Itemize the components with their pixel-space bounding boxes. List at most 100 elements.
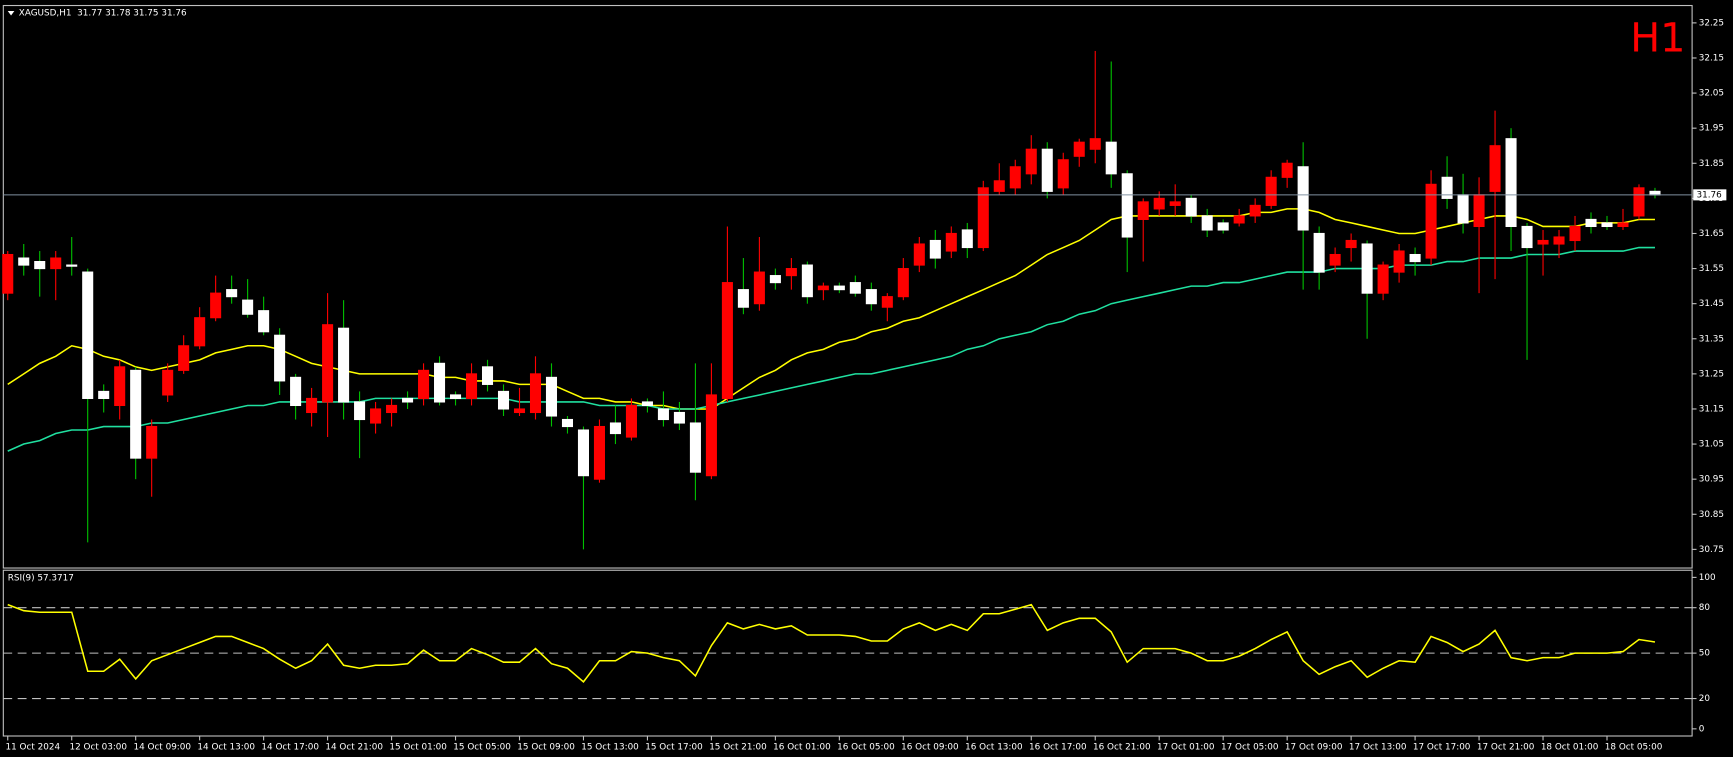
candle-body: [1281, 162, 1293, 178]
candle-body: [913, 243, 925, 266]
x-tick-label: 16 Oct 13:00: [965, 743, 1023, 753]
candle-body: [1601, 222, 1613, 228]
x-tick-label: 16 Oct 05:00: [837, 743, 895, 753]
y-tick-label: 32.15: [1699, 53, 1724, 63]
y-tick-label: 31.55: [1699, 264, 1724, 274]
candle-body: [689, 422, 701, 473]
x-tick-label: 15 Oct 17:00: [645, 743, 703, 753]
candle-body: [593, 425, 605, 480]
candle-body: [881, 296, 893, 308]
menu-triangle[interactable]: [7, 11, 15, 16]
candle-body: [1073, 141, 1085, 157]
y-tick-label: 100: [1699, 573, 1716, 583]
candle-body: [465, 373, 478, 399]
candle-body: [1105, 141, 1117, 175]
candle-body: [434, 362, 446, 403]
candle-body: [1297, 166, 1309, 231]
candle-body: [274, 334, 286, 382]
candle-body: [1361, 243, 1373, 294]
candle-body: [785, 268, 797, 277]
candle-body: [993, 180, 1005, 192]
y-tick-label: 30.95: [1699, 475, 1724, 485]
candle-body: [1233, 215, 1245, 224]
candle-body: [641, 401, 653, 407]
y-tick-label: 32.25: [1699, 18, 1724, 28]
y-tick-label: 31.65: [1699, 229, 1724, 239]
x-tick-label: 17 Oct 09:00: [1285, 743, 1343, 753]
bid-tag: [1693, 189, 1727, 201]
y-tick-label: 50: [1699, 649, 1711, 659]
candle-body: [1377, 264, 1389, 294]
symbol-header: XAGUSD,H1 31.77 31.78 31.75 31.76: [19, 9, 187, 19]
x-tick-label: 18 Oct 05:00: [1605, 743, 1663, 753]
candle-body: [210, 292, 222, 319]
x-tick-label: 12 Oct 03:00: [69, 743, 127, 753]
candle-body: [1121, 173, 1133, 238]
candle-body: [1041, 148, 1053, 192]
candle-body: [1009, 166, 1021, 189]
candle-body: [306, 397, 318, 414]
y-tick-label: 31.25: [1699, 369, 1724, 379]
x-tick-label: 16 Oct 09:00: [901, 743, 959, 753]
candle-body: [1425, 183, 1437, 259]
bid-label: 31.76: [1697, 190, 1723, 200]
candle-body: [609, 422, 621, 435]
candle-body: [961, 229, 973, 249]
x-tick-label: 15 Oct 21:00: [709, 743, 767, 753]
x-tick-label: 14 Oct 17:00: [261, 743, 319, 753]
x-tick-label: 16 Oct 01:00: [773, 743, 831, 753]
x-tick-label: 14 Oct 21:00: [325, 743, 383, 753]
candle-body: [673, 411, 685, 424]
candle-body: [1441, 176, 1453, 199]
candle-body: [1617, 222, 1629, 228]
candle-body: [705, 394, 717, 477]
candle-body: [322, 324, 334, 403]
candle-body: [1265, 176, 1277, 206]
candle-body: [1393, 250, 1405, 273]
x-tick-label: 15 Oct 05:00: [453, 743, 511, 753]
candle-body: [178, 345, 190, 371]
candle-body: [1489, 145, 1501, 192]
candle-body: [418, 369, 430, 399]
candle-body: [162, 369, 174, 396]
candle-body: [114, 366, 126, 407]
x-tick-label: 18 Oct 01:00: [1541, 743, 1599, 753]
candle-body: [737, 289, 749, 308]
candle-body: [513, 408, 526, 414]
candle-body: [657, 408, 669, 421]
candle-body: [98, 390, 110, 399]
y-tick-label: 0: [1699, 724, 1705, 734]
candle-body: [1313, 232, 1325, 273]
candle-body: [1569, 225, 1581, 242]
candle-body: [625, 404, 637, 438]
candle-body: [1473, 194, 1485, 228]
candle-body: [849, 282, 861, 294]
y-tick-label: 30.75: [1699, 545, 1724, 555]
candle-body: [529, 373, 542, 414]
candle-body: [354, 401, 366, 421]
candle-body: [1633, 187, 1645, 217]
candle-body: [402, 397, 414, 403]
candle-body: [338, 327, 350, 403]
candle-body: [1249, 204, 1261, 217]
candle-body: [1185, 197, 1197, 217]
candle-body: [1521, 225, 1533, 249]
candle-body: [1553, 236, 1565, 245]
y-tick-label: 31.05: [1699, 440, 1724, 450]
candle-body: [146, 425, 158, 459]
candle-body: [66, 264, 78, 267]
candle-body: [545, 376, 558, 417]
candle-body: [769, 275, 781, 284]
candle-body: [833, 285, 845, 291]
y-tick-label: 31.95: [1699, 124, 1724, 134]
timeframe-badge: H1: [1630, 15, 1685, 61]
candle-body: [817, 285, 829, 291]
y-tick-label: 31.45: [1699, 299, 1724, 309]
candle-body: [290, 376, 302, 407]
candle-body: [1505, 138, 1517, 228]
candle-body: [577, 429, 589, 477]
candle-body: [481, 366, 494, 385]
x-tick-label: 17 Oct 21:00: [1477, 743, 1535, 753]
y-tick-label: 30.85: [1699, 510, 1724, 520]
